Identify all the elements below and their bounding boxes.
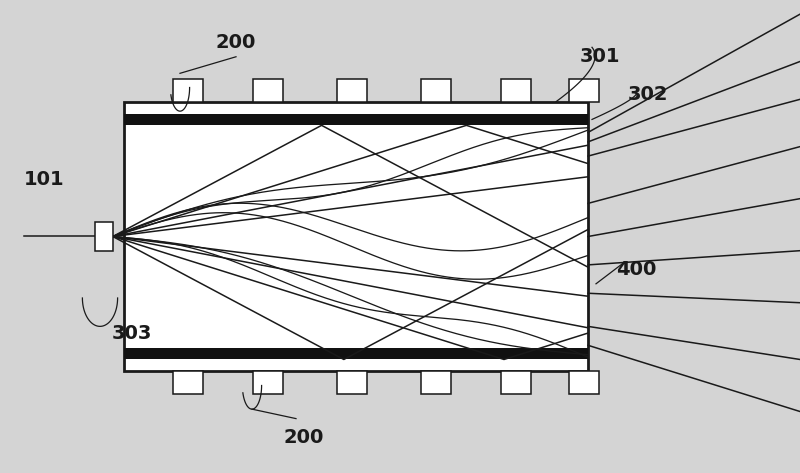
Bar <box>337 79 367 102</box>
Bar <box>173 79 203 102</box>
Text: 400: 400 <box>616 260 656 279</box>
Text: 301: 301 <box>580 47 620 66</box>
Bar <box>95 222 113 251</box>
Bar <box>501 371 531 394</box>
Text: 200: 200 <box>216 33 256 52</box>
Bar <box>421 371 451 394</box>
Text: 303: 303 <box>112 324 152 343</box>
Bar <box>253 371 283 394</box>
Bar <box>501 79 531 102</box>
Bar <box>124 102 588 371</box>
Bar <box>569 79 599 102</box>
Bar <box>124 348 588 359</box>
Text: 200: 200 <box>284 428 324 447</box>
Text: 101: 101 <box>24 170 64 189</box>
Bar <box>124 114 588 125</box>
Bar <box>337 371 367 394</box>
Bar <box>569 371 599 394</box>
Bar <box>253 79 283 102</box>
Bar <box>173 371 203 394</box>
Bar <box>421 79 451 102</box>
Text: 302: 302 <box>628 85 668 104</box>
